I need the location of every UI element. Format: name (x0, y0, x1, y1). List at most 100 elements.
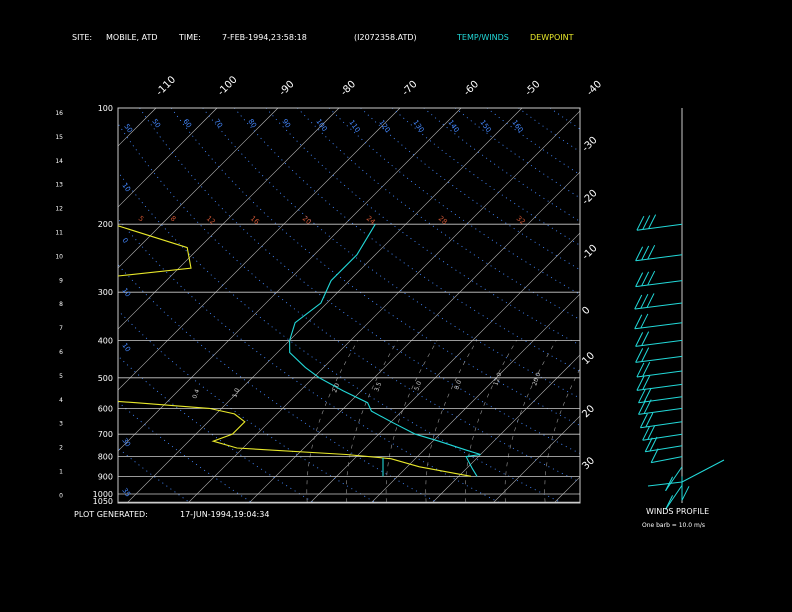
time-value: 7-FEB-1994,23:58:18 (222, 33, 307, 42)
wind-barb-shaft (681, 459, 725, 483)
pressure-tick-label: 200 (98, 220, 113, 229)
wind-barb-feather (636, 376, 645, 391)
file-id: (I2072358.ATD) (354, 33, 417, 42)
height-tick-label: 12 (55, 206, 63, 213)
moist-adiabat-label: 28 (437, 214, 449, 226)
wind-barb-feather (642, 215, 651, 230)
legend-dewpoint: DEWPOINT (530, 33, 574, 42)
plot-generated-value: 17-JUN-1994,19:04:34 (180, 510, 270, 519)
wind-barb-feather (665, 495, 674, 510)
wind-barb-feather (643, 399, 652, 414)
dry-adiabat-left-label: 35 (120, 487, 132, 499)
dry-adiabat-line (708, 108, 792, 502)
isotherm-top-label: -70 (400, 79, 419, 98)
height-tick-label: 7 (59, 325, 63, 332)
mixing-ratio-line (584, 340, 635, 502)
dry-adiabat-label: 80 (246, 118, 258, 130)
wind-barb-feather (638, 388, 646, 404)
pressure-tick-label: 400 (98, 336, 113, 345)
isotherm-top-label: -50 (523, 79, 542, 98)
wind-barb-shaft (638, 396, 683, 404)
wind-barb-feather (634, 314, 643, 329)
isotherm-line (371, 293, 580, 503)
dry-adiabat-label: 90 (280, 118, 292, 130)
height-tick-label: 14 (55, 158, 63, 165)
pressure-tick-label: 300 (98, 288, 113, 297)
dry-adiabat-line (518, 108, 580, 153)
mixing-ratio-label: 5.0 (413, 380, 423, 392)
isotherm-right-label: -30 (580, 135, 599, 154)
dry-adiabat-line (297, 108, 580, 321)
dewpoint-trace (118, 225, 471, 477)
mixing-ratio-label: 0.4 (191, 388, 201, 400)
wind-barb-feather (635, 272, 644, 287)
dry-adiabat-line (265, 108, 580, 346)
wind-barb-feather (644, 437, 653, 452)
wind-barb-feather (643, 387, 652, 403)
wind-barb-shaft (634, 322, 683, 330)
isotherm-line (118, 108, 462, 452)
moist-adiabat-label: 5 (137, 214, 146, 223)
wind-barb-feather (641, 245, 650, 261)
isotherm-line (118, 108, 218, 208)
wind-barb-shaft (640, 421, 683, 429)
dry-adiabat-line (118, 218, 499, 503)
isotherm-line (738, 108, 792, 502)
dry-adiabat-line (676, 108, 792, 502)
wind-barb-feather (642, 375, 651, 390)
mixing-ratio-line (544, 368, 580, 503)
chart-frame (117, 107, 581, 504)
winds-barb-note: One barb = 10.0 m/s (642, 522, 705, 529)
dry-adiabat-left-label: 0 (120, 237, 129, 245)
axis-labels: 1002003004005006007008009001000105016151… (55, 74, 604, 506)
wind-barb-shaft (636, 370, 683, 378)
dry-adiabat-label: 150 (478, 119, 492, 135)
wind-barb-shaft (635, 254, 683, 262)
wind-barb-shaft (635, 280, 683, 288)
dry-adiabat-line (118, 355, 314, 503)
mixing-ratio-line (465, 340, 517, 503)
wind-barb-shaft (651, 456, 683, 464)
wind-barb-shaft (647, 481, 683, 487)
isotherm-right-label: -10 (580, 243, 599, 262)
wind-barb-feather (648, 214, 657, 229)
dry-adiabat-line (328, 108, 580, 295)
isotherm-line (0, 108, 34, 502)
dry-adiabat-line (771, 108, 792, 502)
dry-adiabat-left-label: 10 (120, 287, 132, 299)
wind-barb-feather (681, 486, 690, 501)
wind-barb-shaft (665, 466, 683, 492)
mixing-ratio-label: 1.0 (231, 387, 241, 399)
isotherm-top-label: -110 (154, 74, 178, 98)
dry-adiabat-line (613, 108, 792, 502)
dry-adiabat-line (118, 447, 190, 503)
wind-barb-feather (635, 348, 644, 363)
wind-barb-shaft (665, 485, 683, 510)
mixing-ratio-label: 12.0 (492, 372, 503, 387)
dry-adiabat-line (582, 108, 792, 502)
wind-barb-feather (646, 293, 655, 308)
dry-adiabat-label: 70 (212, 118, 224, 130)
pressure-tick-label: 800 (98, 453, 113, 462)
height-tick-label: 5 (59, 373, 63, 380)
wind-barb-feather (650, 448, 659, 463)
height-tick-label: 8 (59, 301, 63, 308)
wind-barb-shaft (635, 355, 683, 363)
wind-barb-feather (641, 271, 650, 287)
dry-adiabat-line (118, 122, 580, 483)
pressure-tick-label: 1050 (93, 497, 113, 506)
wind-barb-feather (640, 313, 649, 329)
wind-barb-feather (639, 413, 648, 429)
winds-profile (634, 108, 725, 510)
wind-barb-feather (641, 347, 650, 362)
site-value: MOBILE, ATD (106, 33, 158, 42)
height-tick-label: 3 (59, 421, 63, 428)
winds-profile-title: WINDS PROFILE (646, 507, 710, 516)
dry-adiabat-line (118, 264, 437, 503)
dry-adiabat-left-label: 10 (120, 182, 132, 194)
thermo-background (0, 108, 792, 503)
dry-adiabat-line (423, 108, 580, 222)
wind-barb-shaft (636, 383, 683, 391)
time-label: TIME: (179, 33, 201, 42)
